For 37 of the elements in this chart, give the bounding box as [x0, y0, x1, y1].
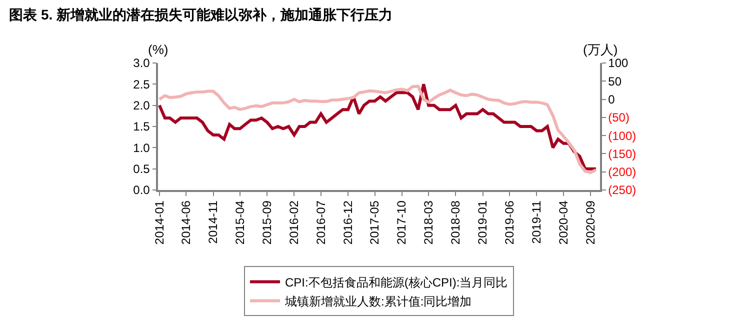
x-tick-label: 2018-08: [448, 200, 463, 245]
x-tick-label: 2014-11: [206, 200, 220, 244]
y-axis-title: (%): [148, 42, 168, 57]
y2-axis-title: (万人): [583, 42, 618, 57]
x-tick-label: 2019-06: [502, 200, 516, 245]
x-tick-label: 2016-12: [340, 200, 355, 245]
y-tick-label: 0.0: [133, 183, 150, 198]
x-tick-label: 2017-05: [368, 200, 382, 245]
y2-tick-label: (200): [608, 165, 636, 180]
x-tick-label: 2019-01: [476, 200, 490, 245]
y2-tick-label: (50): [608, 110, 630, 125]
y2-tick-label: 0: [608, 92, 616, 106]
y-tick-label: 1.0: [133, 140, 150, 155]
y2-tick-label: (250): [608, 183, 636, 198]
y-tick-label: 0.5: [133, 162, 150, 176]
x-tick-label: 2020-09: [584, 200, 598, 245]
x-tick-label: 2017-10: [394, 200, 409, 245]
y2-tick-label: (100): [608, 128, 636, 143]
y2-tick-label: 50: [608, 74, 622, 88]
legend-label: 城镇新增就业人数:累计值:同比增加: [284, 294, 472, 308]
x-tick-label: 2015-09: [260, 200, 274, 245]
y-tick-label: 3.0: [133, 56, 150, 70]
y2-tick-label: (150): [608, 146, 636, 161]
y-tick-label: 2.5: [133, 77, 150, 92]
x-tick-label: 2014-06: [179, 200, 194, 245]
x-tick-label: 2016-07: [314, 200, 328, 245]
x-tick-label: 2014-01: [152, 200, 166, 245]
x-tick-label: 2018-03: [421, 200, 436, 245]
x-tick-label: 2015-04: [232, 200, 247, 245]
y2-tick-label: 100: [608, 56, 628, 70]
chart-title: 图表 5. 新增就业的潜在损失可能难以弥补，施加通胀下行压力: [9, 6, 393, 23]
y-tick-label: 1.5: [133, 120, 150, 134]
x-tick-label: 2019-11: [530, 200, 544, 244]
legend-label: CPI:不包括食品和能源(核心CPI):当月同比: [285, 275, 508, 290]
y-tick-label: 2.0: [133, 98, 150, 113]
x-tick-label: 2020-04: [556, 200, 570, 245]
x-tick-label: 2016-02: [287, 200, 302, 245]
